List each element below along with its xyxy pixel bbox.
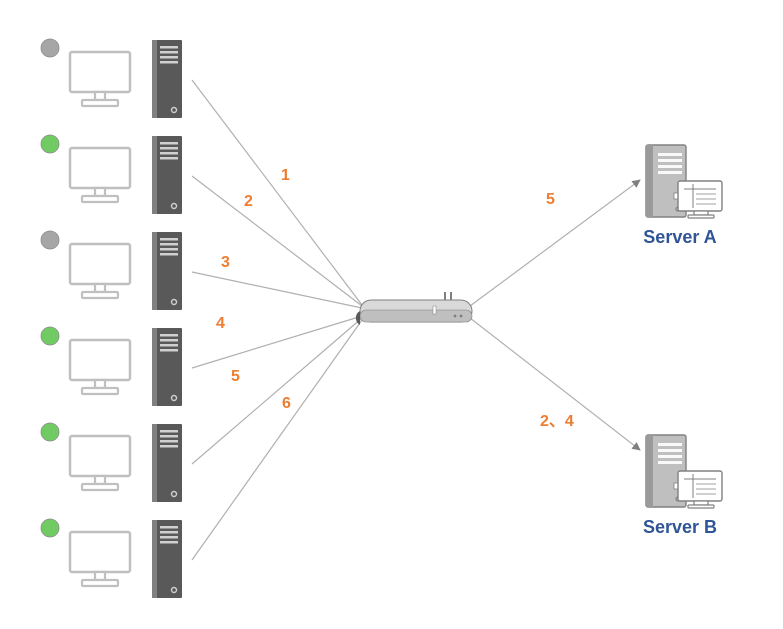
edge-label-server-B: 2、4 [540,413,574,430]
server-b-label: Server B [643,517,717,537]
edge-label-1: 1 [281,167,290,184]
status-dot-1 [41,39,59,57]
edge-client-6 [192,320,362,560]
edge-label-server-A: 5 [546,191,555,208]
client-workstation-6 [70,520,182,598]
status-dot-4 [41,327,59,345]
server-b-icon [646,435,722,508]
edge-client-2 [192,176,362,306]
edge-label-3: 3 [221,254,230,271]
edge-label-4: 4 [216,315,225,332]
status-dot-5 [41,423,59,441]
status-dot-3 [41,231,59,249]
router-icon [356,292,472,325]
status-dot-2 [41,135,59,153]
network-diagram: 1 2 3 4 5 6 5 2、4 Server A Server B [0,0,783,629]
edge-server-B [470,318,640,450]
edge-server-A [470,180,640,306]
edge-client-1 [192,80,362,305]
server-a-icon [646,145,722,218]
edge-client-5 [192,318,362,464]
status-dot-6 [41,519,59,537]
client-workstation-1 [70,40,182,118]
edge-label-2: 2 [244,193,253,210]
client-workstation-2 [70,136,182,214]
client-workstation-4 [70,328,182,406]
server-a-label: Server A [643,227,716,247]
edge-label-5: 5 [231,368,240,385]
edge-label-6: 6 [282,395,291,412]
client-workstation-3 [70,232,182,310]
edge-client-3 [192,272,362,308]
client-workstation-5 [70,424,182,502]
